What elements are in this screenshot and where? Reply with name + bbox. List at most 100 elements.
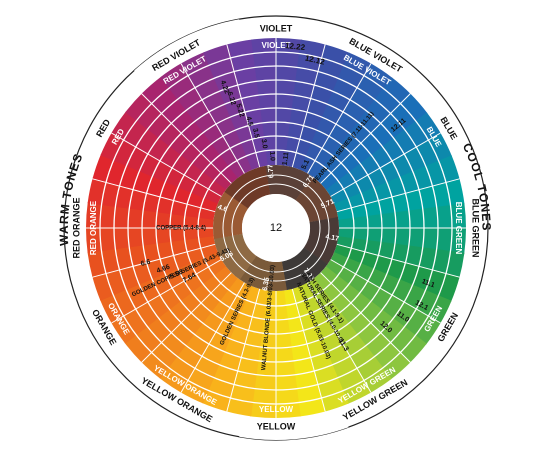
shade-code: 4.6 bbox=[217, 204, 229, 214]
sector-yellow-orange-slice-1 bbox=[179, 282, 252, 404]
sector-blue-violet-slice-0 bbox=[292, 44, 350, 170]
edge-code: 12.12 bbox=[304, 53, 326, 66]
sector-divider bbox=[330, 259, 441, 324]
sector-outer-label-blue-green: BLUE GREEN bbox=[471, 198, 481, 257]
shade-code: 6.77 bbox=[267, 164, 275, 178]
sector-orange-slice-2 bbox=[99, 251, 222, 323]
concentric-rings bbox=[86, 38, 466, 418]
sector-red-slice-1 bbox=[100, 131, 222, 204]
sector-divider bbox=[226, 44, 261, 168]
tone-gap bbox=[134, 19, 241, 75]
sector-red-violet-slice-1 bbox=[160, 62, 245, 179]
sector-divider bbox=[291, 44, 326, 168]
sector-orange-slice-3 bbox=[92, 243, 218, 301]
ray-code: 4.22 bbox=[219, 80, 230, 95]
tone-gap bbox=[239, 421, 349, 440]
sector-divider bbox=[226, 288, 261, 412]
sector-blue-slice-1 bbox=[325, 112, 442, 197]
sector-red-slice-0 bbox=[92, 154, 218, 212]
sector-blue-violet-slice-2 bbox=[307, 63, 393, 179]
shade-segment bbox=[295, 176, 339, 223]
ray-code: 5.1 bbox=[301, 159, 312, 171]
sector-divider bbox=[336, 178, 460, 213]
sector-blue-violet-slice-3 bbox=[314, 77, 412, 184]
color-sectors bbox=[86, 37, 467, 418]
ray-code: 1.0 bbox=[268, 151, 276, 161]
shade-segment bbox=[224, 165, 271, 209]
sector-red-slice-2 bbox=[111, 111, 227, 197]
shade-ring bbox=[222, 174, 330, 282]
ray-code: 4.5 bbox=[244, 116, 253, 127]
sector-label-yellow: YELLOW bbox=[259, 405, 294, 414]
sector-label-red-orange: RED ORANGE bbox=[89, 200, 98, 255]
sector-yellow-slice-1 bbox=[274, 290, 301, 418]
sector-divider bbox=[307, 282, 372, 393]
sector-yellow-green-slice-2 bbox=[299, 282, 371, 405]
sector-yellow-orange-slice-2 bbox=[159, 277, 245, 393]
sector-divider bbox=[180, 282, 245, 393]
sector-yellow-slice-0 bbox=[283, 288, 326, 417]
sector-divider bbox=[330, 132, 441, 197]
sector-label-blue-green: BLUE GREEN bbox=[454, 202, 463, 255]
edge-code: 12.22 bbox=[285, 41, 306, 52]
shade-code: 4.17 bbox=[325, 234, 340, 243]
sector-outer-label-yellow: YELLOW bbox=[257, 421, 296, 431]
sector-violet-slice-2 bbox=[276, 38, 303, 166]
sector-yellow-orange-slice-3 bbox=[140, 272, 238, 379]
center-label: 12 bbox=[270, 222, 282, 234]
ray-code: 4.66 bbox=[156, 264, 171, 275]
sector-violet-slice-1 bbox=[251, 37, 278, 166]
sector-orange-slice-0 bbox=[124, 266, 232, 363]
sector-green-slice-0 bbox=[334, 244, 460, 302]
ray-code: 11.1 bbox=[421, 278, 436, 289]
sector-outer-label-violet: VIOLET bbox=[260, 23, 293, 33]
sector-divider bbox=[320, 272, 411, 363]
inner-shade-disc bbox=[213, 164, 339, 291]
sector-label-violet: VIOLET bbox=[262, 41, 291, 50]
ray-code: 6.22 bbox=[226, 91, 237, 106]
sector-yellow-slice-2 bbox=[249, 290, 276, 418]
ray-code: 5.22 bbox=[234, 103, 245, 118]
sector-blue-green-slice-2 bbox=[338, 228, 466, 255]
sector-divider bbox=[141, 272, 232, 363]
sector-divider bbox=[92, 243, 216, 278]
sector-blue-violet-slice-1 bbox=[300, 52, 373, 174]
sector-blue-slice-0 bbox=[320, 93, 428, 190]
sector-outer-label-red: RED bbox=[94, 117, 112, 139]
shade-segment bbox=[281, 247, 328, 291]
ray-code: 1.11 bbox=[282, 152, 291, 166]
sector-blue-slice-3 bbox=[334, 155, 460, 213]
sector-red-orange-slice-1 bbox=[86, 226, 214, 253]
sector-yellow-green-slice-0 bbox=[314, 272, 411, 380]
sector-violet-slice-0 bbox=[226, 39, 269, 168]
sector-blue-green-slice-1 bbox=[338, 203, 467, 230]
shade-ring bbox=[231, 183, 321, 273]
sector-green-slice-1 bbox=[330, 252, 452, 325]
sector-divider bbox=[111, 132, 222, 197]
sector-divider bbox=[92, 178, 216, 213]
sector-divider bbox=[291, 288, 326, 412]
ray-code: 3.0 bbox=[260, 139, 268, 150]
sector-blue-green-slice-0 bbox=[336, 178, 465, 221]
sector-yellow-orange-slice-0 bbox=[202, 286, 260, 412]
shade-segment bbox=[213, 233, 257, 280]
sector-divider bbox=[307, 63, 372, 174]
sector-blue-slice-2 bbox=[330, 133, 453, 205]
ray-code: 6.6 bbox=[140, 259, 151, 268]
sector-red-violet-slice-0 bbox=[141, 76, 238, 184]
center-hole bbox=[242, 194, 310, 262]
series-label: COPPER (5.4-8.4) bbox=[156, 226, 206, 232]
sector-red-violet-slice-3 bbox=[203, 44, 261, 170]
sector-yellow-green-slice-1 bbox=[307, 277, 392, 394]
sector-red-orange-slice-2 bbox=[86, 201, 214, 228]
sector-yellow-green-slice-3 bbox=[291, 286, 349, 412]
sector-green-slice-3 bbox=[320, 266, 427, 364]
sector-green-slice-2 bbox=[325, 259, 441, 345]
sector-red-violet-slice-2 bbox=[181, 51, 253, 174]
sector-orange-slice-1 bbox=[110, 259, 227, 344]
sector-divider bbox=[180, 63, 245, 174]
sector-red-orange-slice-0 bbox=[87, 235, 216, 278]
sector-outer-label-red-orange: RED ORANGE bbox=[71, 197, 81, 258]
ray-code: 3.5 bbox=[251, 128, 260, 139]
